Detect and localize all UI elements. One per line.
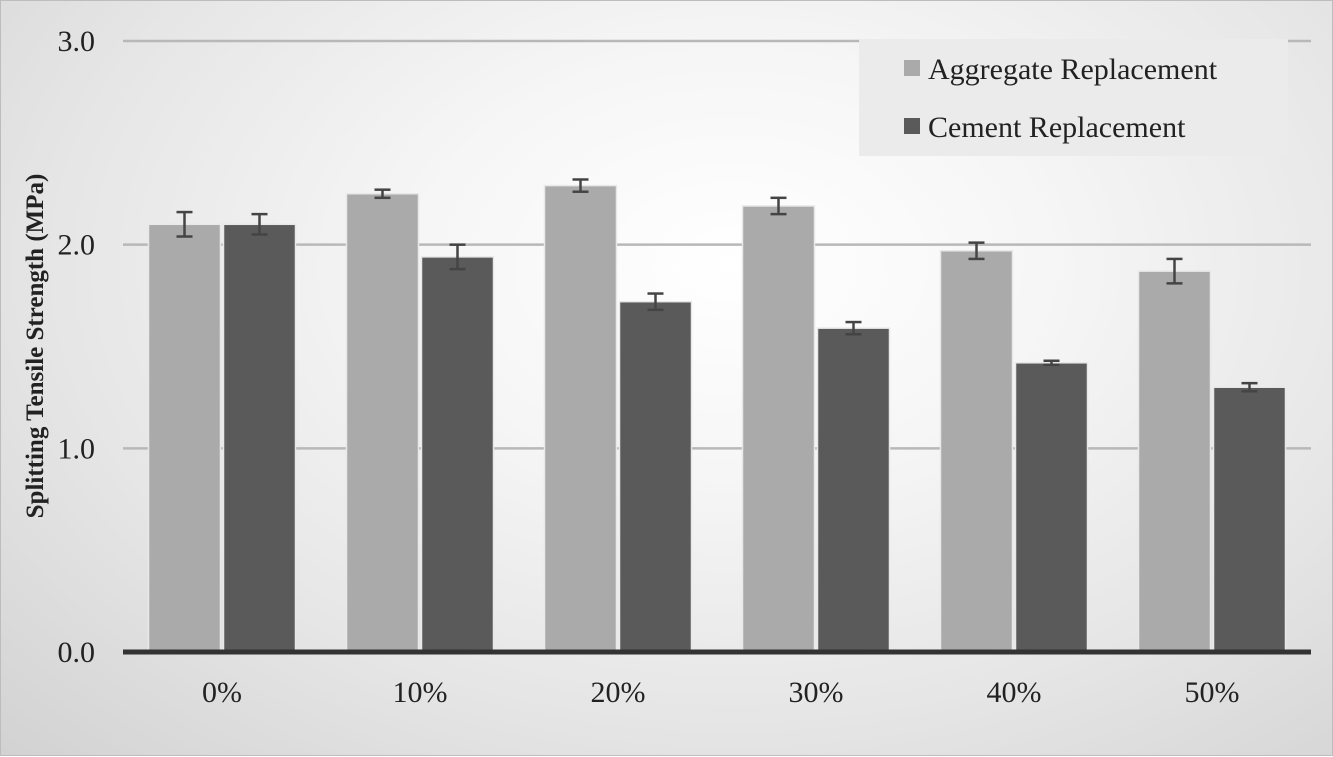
legend-swatch-cement: [904, 118, 920, 134]
legend: Aggregate Replacement Cement Replacement: [859, 39, 1288, 156]
x-tick-label-20pct: 20%: [591, 676, 646, 709]
legend-background: [859, 39, 1288, 156]
x-tick-label-50pct: 50%: [1185, 676, 1240, 709]
y-tick-label-0.0: 0.0: [58, 636, 96, 669]
y-tick-label-2.0: 2.0: [58, 229, 96, 262]
bar-aggregate-20pct: [543, 184, 618, 653]
bar-aggregate-50pct: [1137, 270, 1212, 653]
error-bar-aggregate-0pct: [176, 210, 193, 238]
legend-label-aggregate: Aggregate Replacement: [928, 53, 1218, 86]
bar-cement-0pct: [222, 223, 297, 653]
x-tick-label-40pct: 40%: [987, 676, 1042, 709]
legend-swatch-aggregate: [904, 60, 920, 76]
error-bar-aggregate-50pct: [1166, 257, 1183, 285]
error-bar-cement-50pct: [1241, 381, 1258, 393]
bar-cement-20pct: [618, 300, 693, 653]
bar-aggregate-30pct: [741, 205, 816, 653]
bar-cement-30pct: [816, 327, 891, 653]
error-bar-cement-40pct: [1043, 359, 1060, 367]
x-tick-labels: 0% 10% 20% 30% 40% 50%: [202, 676, 1240, 709]
bar-cement-40pct: [1014, 362, 1089, 653]
bar-aggregate-40pct: [939, 250, 1014, 653]
legend-label-cement: Cement Replacement: [928, 111, 1186, 144]
bar-aggregate-0pct: [147, 223, 222, 653]
error-bar-cement-30pct: [845, 320, 862, 336]
error-bar-aggregate-40pct: [968, 241, 985, 261]
error-bar-cement-10pct: [449, 243, 466, 271]
error-bar-aggregate-10pct: [374, 188, 391, 200]
y-tick-label-1.0: 1.0: [58, 432, 96, 465]
bar-cement-10pct: [420, 256, 495, 653]
error-bar-cement-0pct: [251, 212, 268, 236]
error-bar-cement-20pct: [647, 292, 664, 312]
y-tick-label-3.0: 3.0: [58, 25, 96, 58]
bar-cement-50pct: [1212, 386, 1287, 653]
bars: [147, 184, 1287, 653]
bar-aggregate-10pct: [345, 193, 420, 653]
y-tick-labels: 0.0 1.0 2.0 3.0: [58, 25, 96, 669]
x-tick-label-30pct: 30%: [789, 676, 844, 709]
x-tick-label-0pct: 0%: [202, 676, 242, 709]
error-bar-aggregate-20pct: [572, 178, 589, 193]
error-bars: [176, 178, 1258, 393]
error-bar-aggregate-30pct: [770, 196, 787, 216]
y-axis-title: Splitting Tensile Strength (MPa): [22, 174, 49, 519]
x-tick-label-10pct: 10%: [393, 676, 448, 709]
